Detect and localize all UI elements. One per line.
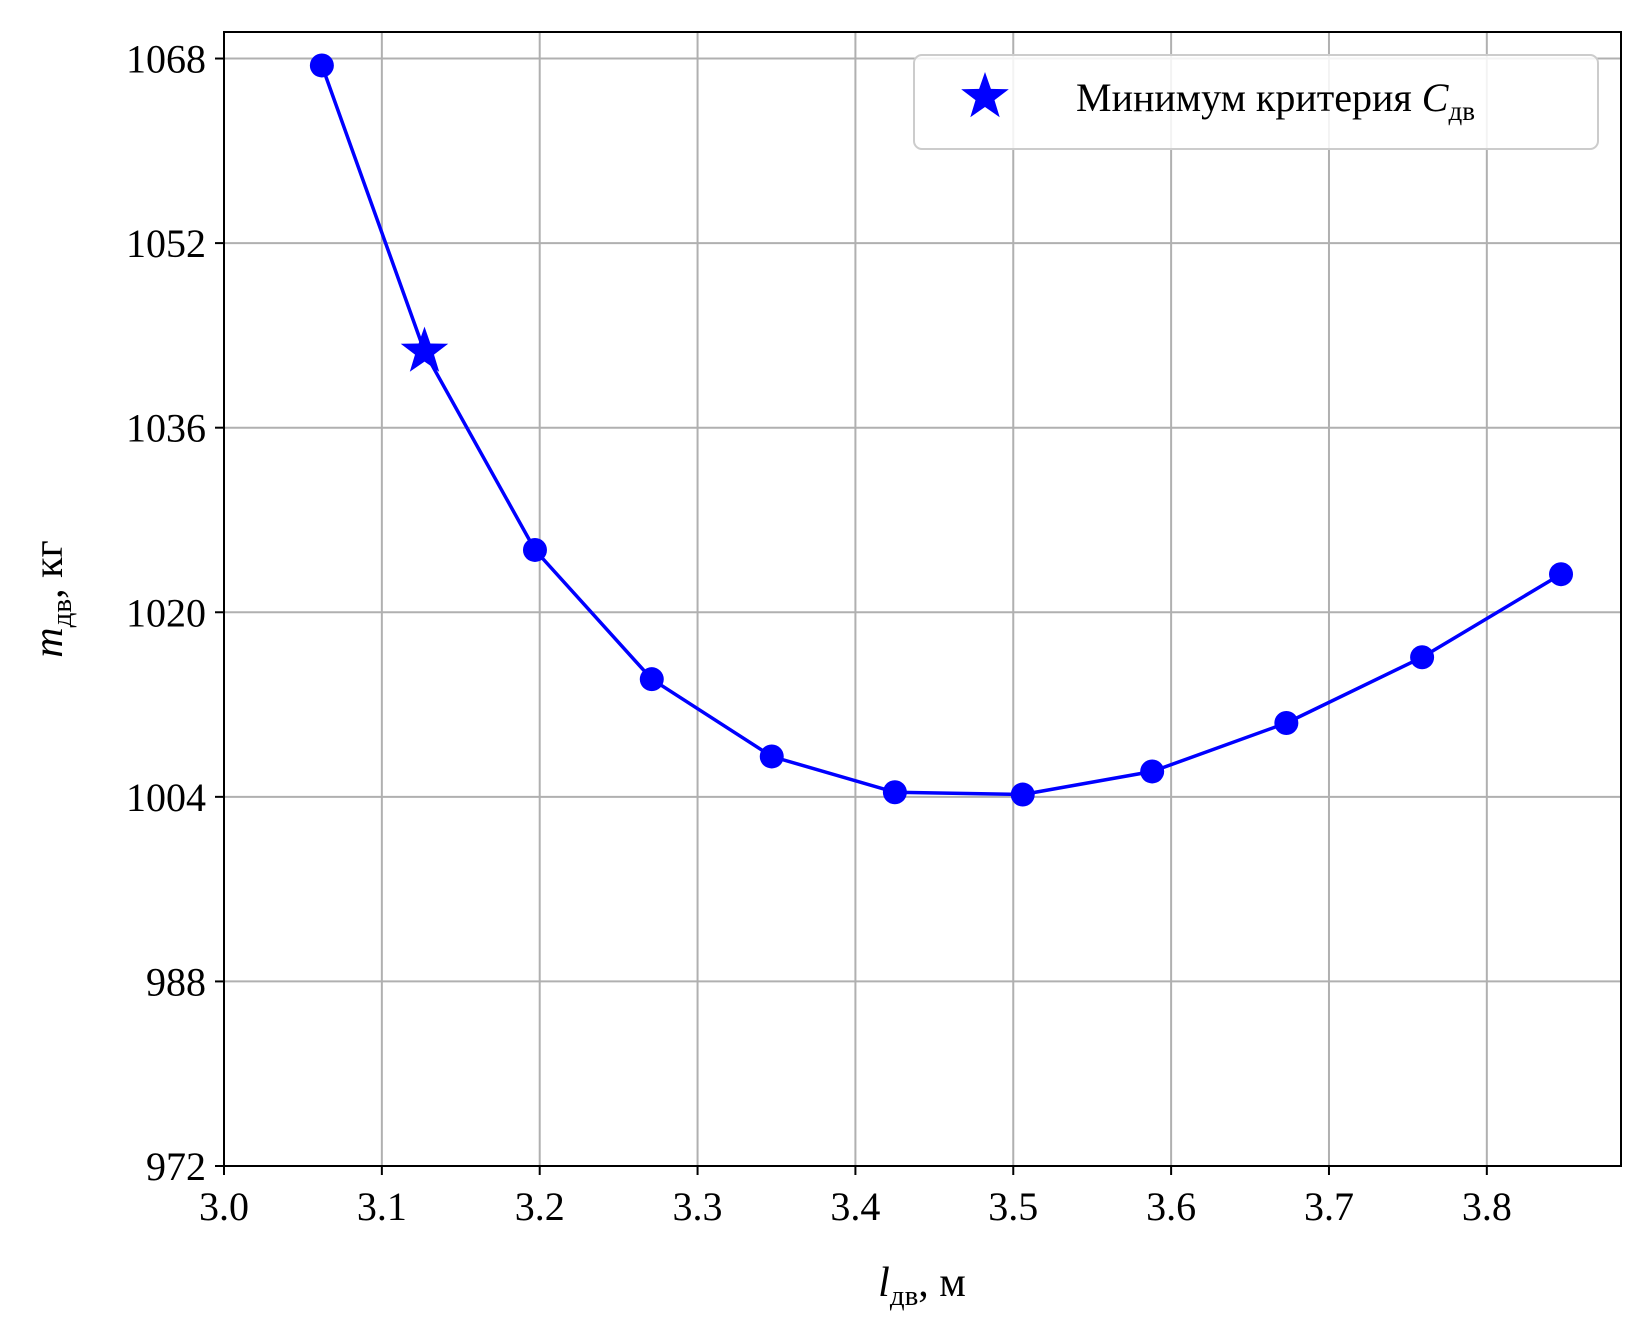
legend-label: Минимум критерия Cдв	[1076, 75, 1475, 126]
x-tick-label: 3.0	[199, 1184, 249, 1229]
x-tick-label: 3.7	[1304, 1184, 1354, 1229]
x-tick-label: 3.3	[673, 1184, 723, 1229]
plot-frame	[223, 31, 1622, 1167]
minimum-star-marker	[400, 326, 449, 372]
data-point	[309, 53, 334, 78]
y-tick-label: 1052	[126, 221, 206, 266]
legend-star-icon	[961, 72, 1009, 118]
legend-box	[913, 54, 1599, 150]
y-tick-label: 1036	[126, 406, 206, 451]
x-tick-label: 3.4	[830, 1184, 880, 1229]
y-tick-label: 1068	[126, 37, 206, 82]
y-axis-label: mдв, кг	[26, 540, 78, 657]
data-point	[1274, 711, 1299, 736]
data-point	[882, 780, 907, 805]
data-point	[759, 744, 784, 769]
data-point	[1410, 645, 1435, 670]
x-tick-label: 3.2	[515, 1184, 565, 1229]
data-point	[1140, 759, 1165, 784]
data-series	[309, 53, 1574, 807]
x-axis-label: lдв, м	[878, 1260, 966, 1312]
grid	[223, 32, 1621, 1167]
y-tick-label: 972	[146, 1144, 206, 1189]
axis-ticks: 3.0 3.1 3.2 3.3 3.4 3.5 3.6 3.7 3.8 972 988 1004 102…	[126, 37, 1512, 1229]
y-tick-label: 988	[146, 959, 206, 1004]
y-tick-label: 1020	[126, 590, 206, 635]
data-point	[522, 537, 547, 562]
x-tick-label: 3.1	[357, 1184, 407, 1229]
x-tick-label: 3.5	[988, 1184, 1038, 1229]
x-tick-label: 3.8	[1462, 1184, 1512, 1229]
data-point	[1010, 782, 1035, 807]
legend: Минимум критерия Cдв	[913, 54, 1599, 150]
data-point	[1549, 562, 1574, 587]
series-line	[320, 64, 1562, 797]
data-point	[639, 667, 664, 692]
x-tick-label: 3.6	[1146, 1184, 1196, 1229]
y-tick-label: 1004	[126, 775, 206, 820]
